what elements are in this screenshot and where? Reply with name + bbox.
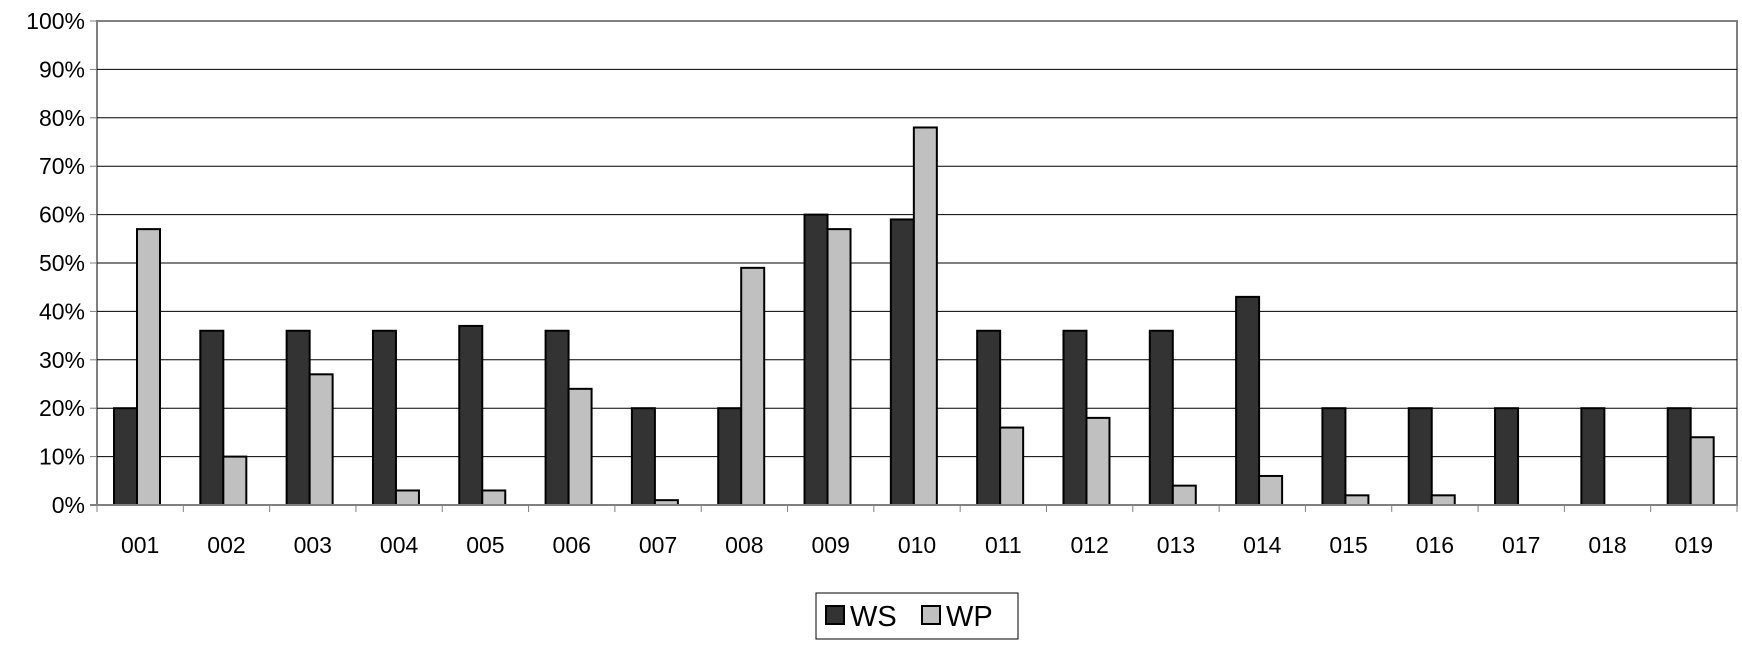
x-tick-label: 005 <box>466 532 504 558</box>
y-tick-label: 50% <box>39 250 85 276</box>
y-tick-label: 60% <box>39 202 85 228</box>
bar-ws-003 <box>285 329 311 507</box>
y-tick-label: 70% <box>39 153 85 179</box>
y-tick-label: 10% <box>39 444 85 470</box>
x-tick-label: 006 <box>553 532 591 558</box>
x-tick-label: 013 <box>1157 532 1195 558</box>
legend-swatch-wp <box>921 605 941 625</box>
y-tick-label: 90% <box>39 56 85 82</box>
bar-wp-002 <box>222 455 248 507</box>
y-tick-label: 20% <box>39 395 85 421</box>
bar-ws-006 <box>544 329 570 507</box>
x-tick-label: 014 <box>1243 532 1282 558</box>
y-tick-label: 80% <box>39 105 85 131</box>
bar-wp-019 <box>1689 436 1715 506</box>
bar-wp-001 <box>136 228 161 506</box>
bar-ws-012 <box>1062 329 1088 507</box>
bar-ws-014 <box>1235 295 1261 506</box>
bar-wp-003 <box>308 373 334 506</box>
bar-wp-005 <box>481 489 507 507</box>
bar-ws-018 <box>1580 407 1606 507</box>
bar-wp-016 <box>1430 494 1456 507</box>
bar-wp-008 <box>740 266 766 506</box>
bar-ws-004 <box>371 329 397 507</box>
bar-wp-013 <box>1171 484 1197 507</box>
bar-wp-014 <box>1258 474 1284 506</box>
legend-label-ws: WS <box>850 601 897 633</box>
bar-ws-019 <box>1666 407 1692 507</box>
x-tick-label: 011 <box>985 532 1022 558</box>
axis-layer: 0% 10% 20% 30% 40% 50% 60% 70% 80% 90% 100% 001 002 0… <box>26 8 1738 558</box>
y-tick-label: 100% <box>26 8 85 34</box>
x-tick-label: 003 <box>294 532 332 558</box>
bar-ws-013 <box>1148 329 1174 507</box>
bar-wp-011 <box>999 426 1025 506</box>
x-tick-label: 017 <box>1502 532 1540 558</box>
bar-ws-010 <box>889 218 915 506</box>
x-tick-label: 012 <box>1070 532 1108 558</box>
x-tick-label: 015 <box>1329 532 1367 558</box>
bar-wp-010 <box>912 126 938 506</box>
bar-ws-016 <box>1407 407 1433 507</box>
x-tick-label: 009 <box>811 532 849 558</box>
bar-wp-012 <box>1085 416 1111 507</box>
bar-ws-007 <box>630 407 656 507</box>
y-tick-label: 0% <box>52 492 85 518</box>
bar-wp-006 <box>567 387 593 506</box>
x-tick-label: 016 <box>1416 532 1454 558</box>
bars-layer <box>113 126 1715 507</box>
x-tick-label: 002 <box>207 532 245 558</box>
bar-ws-001 <box>113 407 138 507</box>
bar-ws-009 <box>803 213 829 506</box>
x-tick-label: 004 <box>380 532 419 558</box>
bar-wp-009 <box>826 228 852 506</box>
x-tick-label: 007 <box>639 532 677 558</box>
legend-label-wp: WP <box>946 601 993 633</box>
x-tick-label: 019 <box>1675 532 1713 558</box>
legend-box <box>815 592 1019 640</box>
bar-ws-005 <box>458 324 484 507</box>
bar-ws-002 <box>199 329 225 507</box>
legend: WS WP <box>815 592 1019 640</box>
x-tick-label: 001 <box>121 532 159 558</box>
x-tick-label: 018 <box>1588 532 1626 558</box>
bar-ws-015 <box>1321 407 1347 507</box>
bar-wp-015 <box>1344 494 1370 507</box>
x-tick-label: 008 <box>725 532 763 558</box>
y-tick-label: 30% <box>39 347 85 373</box>
y-tick-label: 40% <box>39 298 85 324</box>
bar-ws-017 <box>1494 407 1520 507</box>
bar-ws-008 <box>717 407 743 507</box>
x-tick-label: 010 <box>898 532 936 558</box>
legend-swatch-ws <box>825 605 845 625</box>
bar-wp-004 <box>394 489 420 507</box>
bar-ws-011 <box>976 329 1002 507</box>
